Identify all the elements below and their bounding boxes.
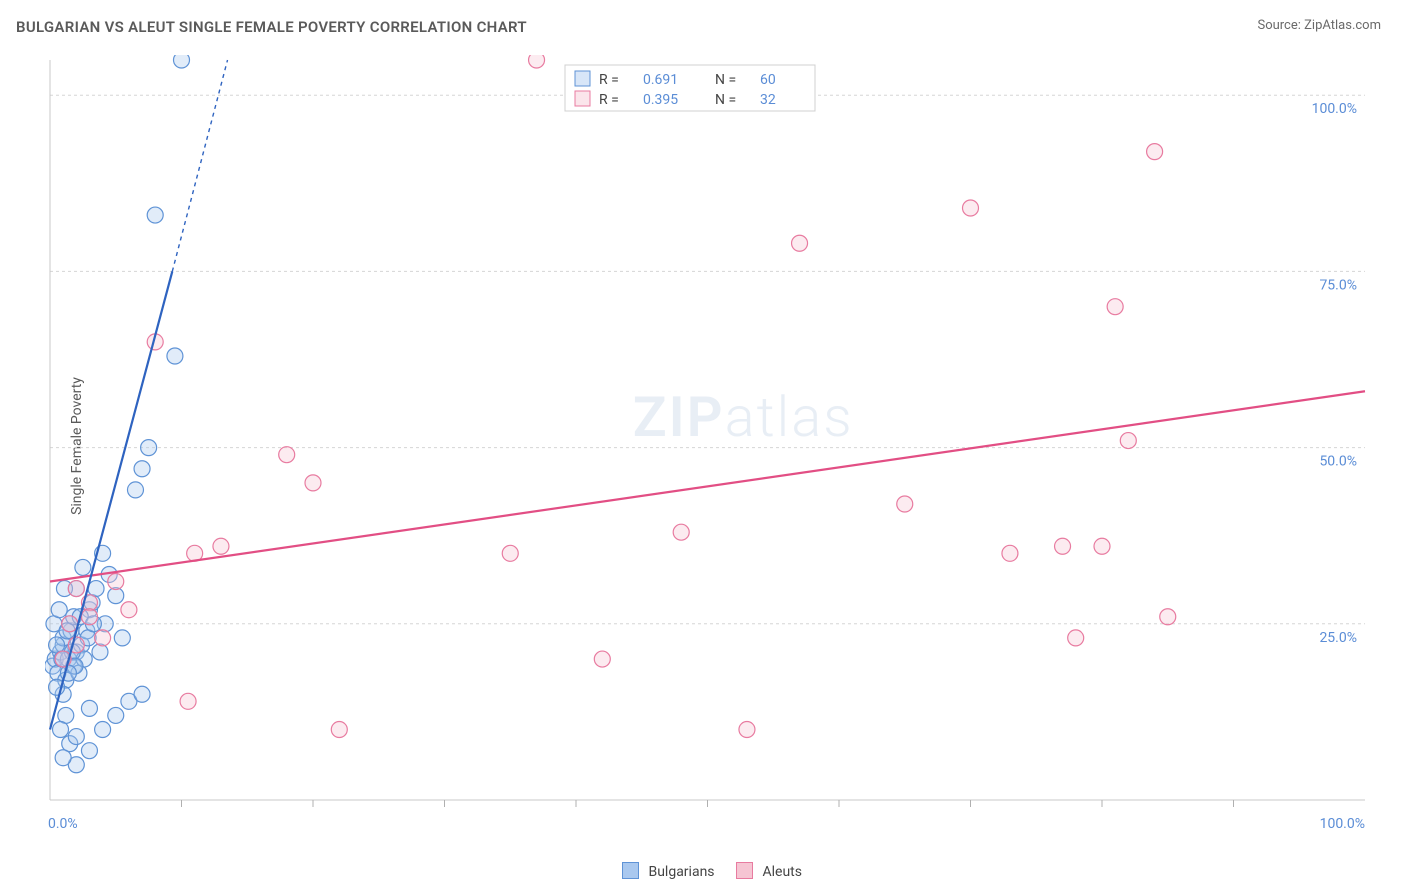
- stats-swatch-bulgarians: [575, 71, 590, 86]
- data-point-bulgarians: [147, 207, 163, 223]
- stats-n-aleuts: 32: [760, 92, 776, 108]
- y-tick-label: 75.0%: [1319, 277, 1357, 293]
- legend-label-aleuts: Aleuts: [763, 864, 802, 880]
- data-point-aleuts: [331, 722, 347, 738]
- data-point-aleuts: [62, 616, 78, 632]
- data-point-aleuts: [305, 475, 321, 491]
- data-point-aleuts: [68, 581, 84, 597]
- data-point-bulgarians: [81, 700, 97, 716]
- data-point-aleuts: [897, 496, 913, 512]
- stats-r-bulgarians: 0.691: [643, 72, 678, 88]
- data-point-aleuts: [1147, 144, 1163, 160]
- x-tick-label-left: 0.0%: [48, 816, 78, 832]
- data-point-aleuts: [180, 693, 196, 709]
- data-point-bulgarians: [53, 722, 69, 738]
- data-point-aleuts: [502, 545, 518, 561]
- data-point-bulgarians: [81, 743, 97, 759]
- data-point-bulgarians: [51, 602, 67, 618]
- data-point-bulgarians: [92, 644, 108, 660]
- data-point-bulgarians: [68, 729, 84, 745]
- data-point-bulgarians: [114, 630, 130, 646]
- data-point-aleuts: [279, 447, 295, 463]
- legend-swatch-bulgarians: [622, 862, 639, 879]
- stats-swatch-aleuts: [575, 91, 590, 106]
- stats-r-label: R =: [599, 92, 619, 108]
- data-point-bulgarians: [167, 348, 183, 364]
- data-point-aleuts: [963, 200, 979, 216]
- stats-n-bulgarians: 60: [760, 72, 776, 88]
- data-point-aleuts: [792, 235, 808, 251]
- stats-n-label: N =: [715, 72, 736, 88]
- stats-r-aleuts: 0.395: [643, 92, 678, 108]
- data-point-bulgarians: [55, 750, 71, 766]
- bottom-legend: Bulgarians Aleuts: [0, 862, 1406, 880]
- data-point-bulgarians: [174, 55, 190, 68]
- data-point-aleuts: [1068, 630, 1084, 646]
- y-tick-label: 100.0%: [1312, 101, 1357, 117]
- chart-title: BULGARIAN VS ALEUT SINGLE FEMALE POVERTY…: [16, 18, 527, 36]
- stats-r-label: R =: [599, 72, 619, 88]
- x-tick-label-right: 100.0%: [1320, 816, 1365, 832]
- data-point-aleuts: [1120, 433, 1136, 449]
- data-point-aleuts: [1002, 545, 1018, 561]
- data-point-bulgarians: [108, 707, 124, 723]
- data-point-aleuts: [213, 538, 229, 554]
- data-point-bulgarians: [141, 440, 157, 456]
- data-point-bulgarians: [127, 482, 143, 498]
- y-tick-label: 50.0%: [1319, 454, 1357, 470]
- data-point-aleuts: [108, 574, 124, 590]
- data-point-bulgarians: [95, 722, 111, 738]
- trendline-bulgarians-extrapolated: [172, 60, 227, 271]
- legend-swatch-aleuts: [736, 862, 753, 879]
- data-point-bulgarians: [134, 686, 150, 702]
- data-point-aleuts: [81, 609, 97, 625]
- data-point-aleuts: [594, 651, 610, 667]
- data-point-bulgarians: [75, 559, 91, 575]
- data-point-aleuts: [739, 722, 755, 738]
- legend-label-bulgarians: Bulgarians: [648, 864, 714, 880]
- data-point-aleuts: [529, 55, 545, 68]
- y-tick-label: 25.0%: [1319, 630, 1357, 646]
- data-point-aleuts: [1107, 299, 1123, 315]
- scatter-plot: 25.0% 50.0% 75.0% 100.0% 0.0% 100.0% R = 0.691 N…: [45, 55, 1380, 835]
- data-point-aleuts: [1055, 538, 1071, 554]
- trendline-bulgarians: [50, 271, 172, 729]
- data-point-aleuts: [121, 602, 137, 618]
- data-point-bulgarians: [134, 461, 150, 477]
- data-point-aleuts: [1094, 538, 1110, 554]
- stats-n-label: N =: [715, 92, 736, 108]
- chart-source: Source: ZipAtlas.com: [1257, 18, 1381, 33]
- data-point-aleuts: [673, 524, 689, 540]
- data-point-aleuts: [1160, 609, 1176, 625]
- data-point-aleuts: [95, 630, 111, 646]
- trendline-aleuts: [50, 391, 1365, 581]
